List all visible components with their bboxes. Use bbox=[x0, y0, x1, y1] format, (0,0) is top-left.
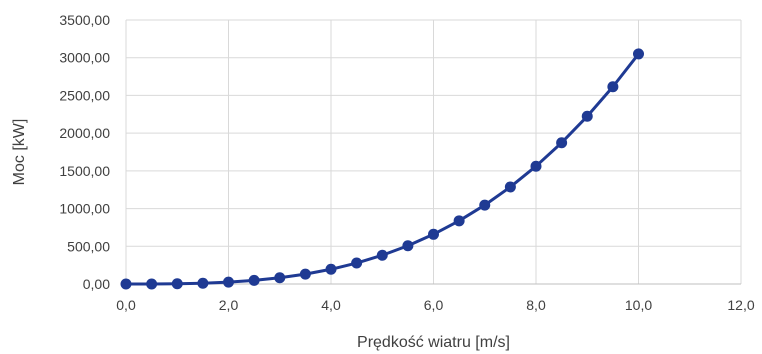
y-tick-label: 1500,00 bbox=[59, 163, 110, 179]
data-point bbox=[504, 181, 516, 193]
x-tick-label: 0,0 bbox=[116, 297, 136, 313]
series-line bbox=[125, 53, 640, 286]
grid-lines bbox=[126, 19, 742, 284]
y-axis-title: Moc [kW] bbox=[11, 119, 28, 186]
data-point bbox=[299, 268, 311, 280]
y-tick-label: 2000,00 bbox=[59, 125, 110, 141]
data-point bbox=[479, 199, 491, 211]
x-tick-label: 8,0 bbox=[526, 297, 546, 313]
x-tick-label: 10,0 bbox=[625, 297, 652, 313]
data-point bbox=[607, 81, 619, 93]
data-point bbox=[351, 257, 363, 269]
x-tick-label: 12,0 bbox=[727, 297, 754, 313]
data-point bbox=[120, 278, 132, 290]
y-tick-label: 1000,00 bbox=[59, 201, 110, 217]
data-point bbox=[428, 228, 439, 240]
data-point bbox=[325, 263, 337, 275]
y-tick-labels: 0,00 500,00 1000,00 1500,00 2000,00 2500,00 30… bbox=[59, 12, 110, 292]
y-tick-label: 0,00 bbox=[83, 276, 110, 292]
x-tick-label: 2,0 bbox=[219, 297, 239, 313]
data-point bbox=[223, 276, 234, 288]
data-point bbox=[581, 110, 593, 122]
x-tick-label: 6,0 bbox=[424, 297, 444, 313]
x-axis-title: Prędkość wiatru [m/s] bbox=[357, 334, 510, 351]
y-tick-label: 500,00 bbox=[67, 238, 110, 254]
y-tick-label: 3000,00 bbox=[59, 50, 110, 66]
data-point bbox=[248, 274, 260, 286]
x-tick-label: 4,0 bbox=[321, 297, 341, 313]
data-point bbox=[402, 240, 414, 252]
data-point bbox=[633, 48, 644, 60]
data-point bbox=[556, 137, 568, 149]
data-point bbox=[274, 272, 286, 284]
y-tick-label: 3500,00 bbox=[59, 12, 110, 28]
x-tick-labels: 0,0 2,0 4,0 6,0 8,0 10,0 12,0 bbox=[116, 297, 755, 313]
data-point bbox=[171, 278, 183, 290]
data-point bbox=[197, 277, 209, 289]
data-point bbox=[453, 215, 465, 227]
data-point bbox=[146, 278, 158, 290]
y-tick-label: 2500,00 bbox=[59, 87, 110, 103]
series-layer bbox=[120, 48, 644, 290]
data-point bbox=[376, 249, 388, 261]
data-point bbox=[530, 160, 542, 172]
